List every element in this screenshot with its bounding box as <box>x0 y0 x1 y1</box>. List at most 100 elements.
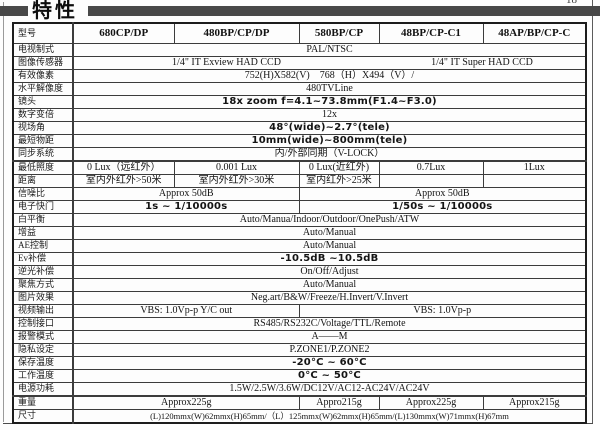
table-row: 电子快门 1s ~ 1/10000s 1/50s ~ 1/10000s <box>12 200 587 214</box>
spec-row-label: AE控制 <box>12 239 74 253</box>
spec-row-label: 有效像素 <box>12 69 74 83</box>
spec-value-cell: -20°C ~ 60°C <box>72 356 587 370</box>
spec-value-cell: 1/4" IT Exview HAD CCD <box>72 56 379 70</box>
spec-value-cell: 48°(wide)~2.7°(tele) <box>72 121 587 135</box>
spec-row-label: 图像传感器 <box>12 56 74 70</box>
spec-row-label: 信噪比 <box>12 187 74 201</box>
spec-value-cell: 1Lux <box>482 160 587 175</box>
spec-value-cell: Auto/Manua/Indoor/Outdoor/OnePush/ATW <box>72 213 587 227</box>
table-row: 视场角 48°(wide)~2.7°(tele) <box>12 121 587 135</box>
spec-value-cell: Approx 50dB <box>72 187 300 201</box>
spec-value-cell: 1.5W/2.5W/3.6W/DC12V/AC12-AC24V/AC24V <box>72 382 587 397</box>
spec-value-cell: Approx215g <box>482 395 587 410</box>
table-row: 最低照度 0 Lux（远红外） 0.001 Lux 0 Lux(近红外) 0.7Lux 1… <box>12 160 587 175</box>
spec-value-cell: On/Off/Adjust <box>72 265 587 279</box>
section-title-bar: 特性 <box>0 0 600 22</box>
spec-value-cell: Approx 50dB <box>298 187 587 201</box>
table-row: 水平解像度 480TVLine <box>12 82 587 96</box>
table-row: 图片效果 Neg.art/B&W/Freeze/H.Invert/V.Invert <box>12 291 587 305</box>
table-row: 信噪比 Approx 50dB Approx 50dB <box>12 187 587 201</box>
spec-row-label: 电源功耗 <box>12 382 74 397</box>
table-row: 数字变倍 12x <box>12 108 587 122</box>
spec-value-cell: 室内外红外>50米 <box>72 174 175 188</box>
page-border-right <box>592 0 593 424</box>
table-row: Ev补偿 -10.5dB ~10.5dB <box>12 252 587 266</box>
spec-value-cell: 内/外部同期（V-LOCK） <box>72 147 587 162</box>
spec-value-cell: 10mm(wide)~800mm(tele) <box>72 134 587 148</box>
spec-row-label: 镜头 <box>12 95 74 109</box>
spec-row-label: 电子快门 <box>12 200 74 214</box>
table-row: 镜头 18x zoom f=4.1~73.8mm(F1.4~F3.0) <box>12 95 587 109</box>
spec-value-cell: PAL/NTSC <box>72 43 587 57</box>
table-row: 电源功耗 1.5W/2.5W/3.6W/DC12V/AC12-AC24V/AC24… <box>12 382 587 397</box>
table-row: 最短物距 10mm(wide)~800mm(tele) <box>12 134 587 148</box>
spec-value-cell: 0 Lux（远红外） <box>72 160 175 175</box>
model-header-cell: 580BP/CP <box>298 22 380 44</box>
spec-row-label: 最短物距 <box>12 134 74 148</box>
model-header-cell: 480BP/CP/DP <box>173 22 300 44</box>
spec-value-cell: -10.5dB ~10.5dB <box>72 252 587 266</box>
spec-value-cell: 480TVLine <box>72 82 587 96</box>
table-row: 白平衡 Auto/Manua/Indoor/Outdoor/OnePush/ATW <box>12 213 587 227</box>
spec-value-cell: Auto/Manual <box>72 226 587 240</box>
spec-row-label: Ev补偿 <box>12 252 74 266</box>
model-header-cell: 48AP/BP/CP-C <box>482 22 587 44</box>
spec-value-cell: VBS: 1.0Vp-p <box>298 304 587 318</box>
spec-value-cell: 12x <box>72 108 587 122</box>
table-row: 有效像素 752(H)X582(V) 768（H）X494（V）/ <box>12 69 587 83</box>
spec-row-label: 聚焦方式 <box>12 278 74 292</box>
spec-row-label: 保存温度 <box>12 356 74 370</box>
table-row: 工作温度 0°C ~ 50°C <box>12 369 587 383</box>
table-row: 重量 Approx225g Appro215g Approx225g Approx215… <box>12 395 587 410</box>
table-row: AE控制 Auto/Manual <box>12 239 587 253</box>
spec-row-label: 水平解像度 <box>12 82 74 96</box>
spec-value-cell: Neg.art/B&W/Freeze/H.Invert/V.Invert <box>72 291 587 305</box>
spec-row-label: 图片效果 <box>12 291 74 305</box>
spec-value-cell: (L)120mmx(W)62mmx(H)65mm/（L）125mmx(W)62m… <box>72 409 587 424</box>
spec-value-cell: Approx225g <box>378 395 484 410</box>
spec-row-label: 增益 <box>12 226 74 240</box>
spec-value-cell: P.ZONE1/P.ZONE2 <box>72 343 587 357</box>
table-row: 聚焦方式 Auto/Manual <box>12 278 587 292</box>
table-row: 距离 室内外红外>50米 室内外红外>30米 室内红外>25米 <box>12 174 587 188</box>
spec-value-cell: RS485/RS232C/Voltage/TTL/Remote <box>72 317 587 331</box>
spec-row-label: 视场角 <box>12 121 74 135</box>
table-row: 隐私设定 P.ZONE1/P.ZONE2 <box>12 343 587 357</box>
spec-row-label: 电视制式 <box>12 43 74 57</box>
spec-row-label: 视频输出 <box>12 304 74 318</box>
spec-row-label: 数字变倍 <box>12 108 74 122</box>
spec-value-cell: Appro215g <box>298 395 380 410</box>
table-row: 图像传感器 1/4" IT Exview HAD CCD 1/4" IT Super… <box>12 56 587 70</box>
title-bar-right-rule <box>88 6 600 16</box>
page-title: 特性 <box>32 0 78 22</box>
spec-row-label: 报警模式 <box>12 330 74 344</box>
model-header-cell: 48BP/CP-C1 <box>378 22 484 44</box>
spec-row-label: 逆光补偿 <box>12 265 74 279</box>
table-row: 电视制式 PAL/NTSC <box>12 43 587 57</box>
table-row: 逆光补偿 On/Off/Adjust <box>12 265 587 279</box>
spec-value-cell: 752(H)X582(V) 768（H）X494（V）/ <box>72 69 587 83</box>
spec-row-label: 尺寸 <box>12 409 74 424</box>
spec-value-cell <box>378 174 484 188</box>
spec-row-label: 同步系统 <box>12 147 74 162</box>
table-row: 报警模式 A——M <box>12 330 587 344</box>
table-row: 型号 680CP/DP 480BP/CP/DP 580BP/CP 48BP/CP-C1 4… <box>12 22 587 44</box>
spec-value-cell: 0°C ~ 50°C <box>72 369 587 383</box>
spec-value-cell: 1s ~ 1/10000s <box>72 200 300 214</box>
table-row: 尺寸 (L)120mmx(W)62mmx(H)65mm/（L）125mmx(W)6… <box>12 409 587 424</box>
spec-value-cell: 室内红外>25米 <box>298 174 380 188</box>
spec-row-label: 工作温度 <box>12 369 74 383</box>
table-row: 增益 Auto/Manual <box>12 226 587 240</box>
spec-row-label: 最低照度 <box>12 160 74 175</box>
spec-value-cell: 0 Lux(近红外) <box>298 160 380 175</box>
model-header-cell: 680CP/DP <box>72 22 175 44</box>
spec-value-cell: 室内外红外>30米 <box>173 174 300 188</box>
spec-table: 型号 680CP/DP 480BP/CP/DP 580BP/CP 48BP/CP-C1 4… <box>12 22 587 424</box>
spec-value-cell: 18x zoom f=4.1~73.8mm(F1.4~F3.0) <box>72 95 587 109</box>
spec-row-label: 白平衡 <box>12 213 74 227</box>
table-row: 同步系统 内/外部同期（V-LOCK） <box>12 147 587 162</box>
spec-value-cell <box>482 174 587 188</box>
spec-value-cell: Auto/Manual <box>72 278 587 292</box>
spec-row-label: 型号 <box>12 22 74 44</box>
